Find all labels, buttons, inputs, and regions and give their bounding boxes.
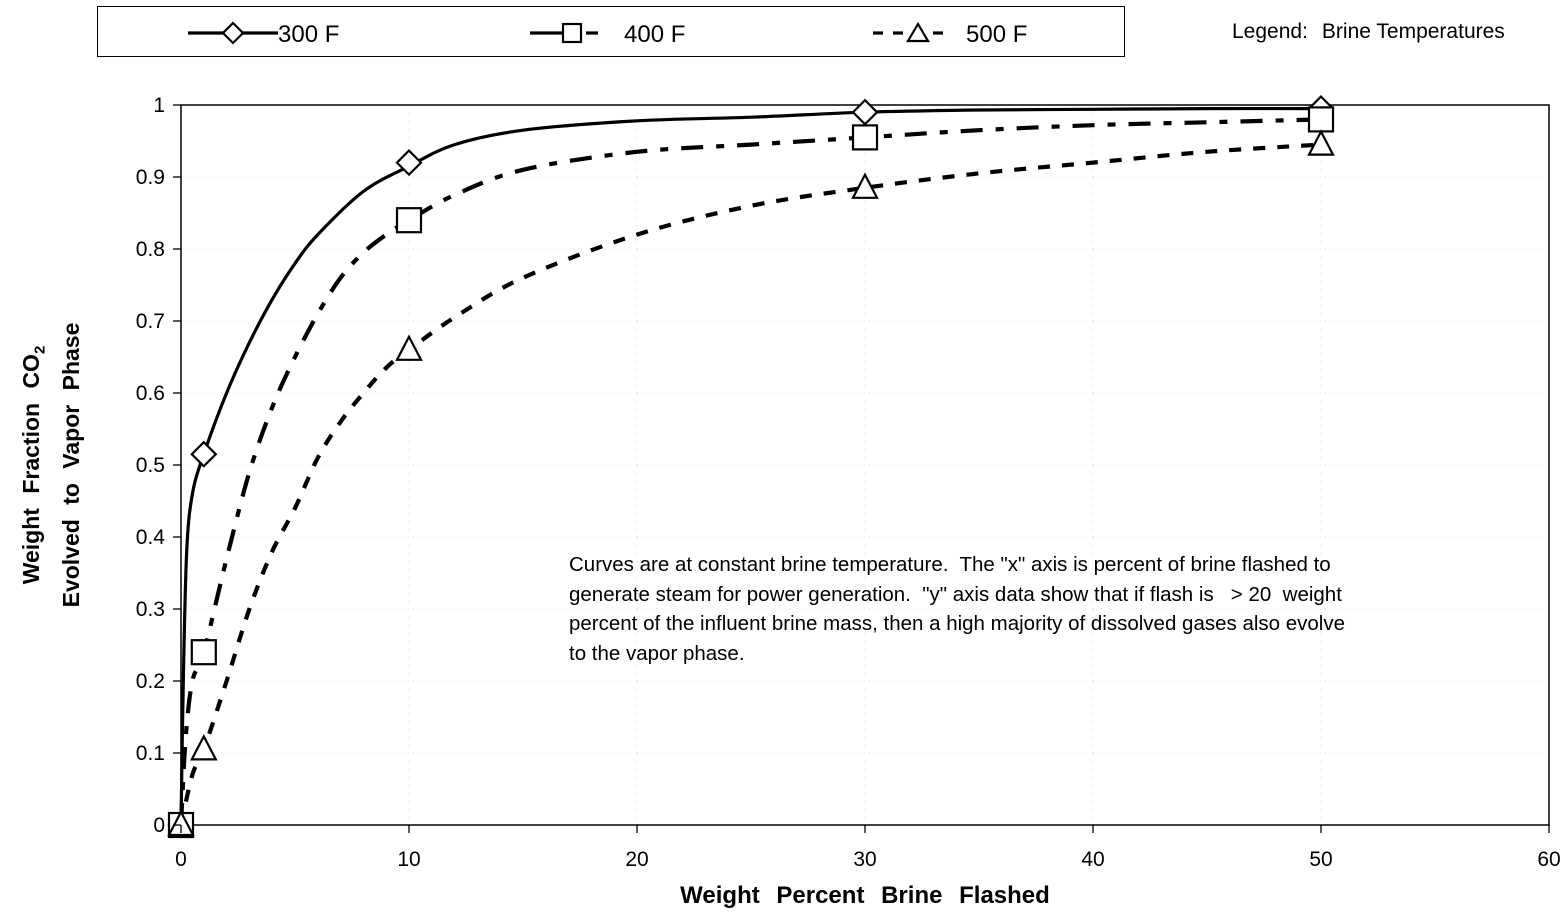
diamond-marker-icon — [221, 21, 245, 45]
legend-title-text: Brine Temperatures — [1321, 20, 1505, 43]
x-tick-label: 60 — [1537, 848, 1560, 871]
y-tick-label: 0.4 — [136, 526, 166, 549]
legend-swatch-500f — [873, 21, 943, 43]
y-tick-label: 0.1 — [136, 742, 165, 765]
x-tick-label: 0 — [175, 848, 187, 871]
y-tick-label: 0.8 — [136, 238, 165, 261]
y-tick-label: 0.3 — [136, 598, 165, 621]
y-tick-label: 0.7 — [136, 310, 165, 333]
x-tick-label: 10 — [397, 848, 420, 871]
y-tick-label: 0.9 — [136, 166, 165, 189]
legend-title-prefix: Legend: — [1232, 20, 1308, 43]
data-point-500f — [189, 734, 218, 761]
data-point-300f — [190, 440, 218, 468]
legend-swatch-300f — [188, 21, 278, 45]
legend-entry-500f: 500 F — [873, 19, 1053, 48]
data-point-500f — [167, 809, 195, 837]
legend-entry-300f: 300 F — [188, 19, 358, 48]
legend: 300 F 400 F 500 F — [97, 6, 1125, 57]
series-curves — [178, 106, 1322, 826]
y-axis-label-line-1: Weight Fraction CO2 — [16, 235, 56, 695]
x-axis-ticks: 0 10 20 30 40 50 60 — [175, 825, 1561, 871]
legend-swatch-400f — [530, 22, 598, 44]
data-point-500f — [1307, 129, 1335, 156]
y-axis-label-prefix: Weight Fraction CO — [18, 354, 44, 585]
legend-title: Legend: Brine Temperatures — [1232, 20, 1519, 44]
y-tick-label: 0.5 — [136, 454, 165, 477]
series-line-500f — [178, 142, 1322, 826]
legend-entry-400f: 400 F — [530, 19, 710, 48]
data-point-400f — [190, 639, 217, 666]
series-line-400f — [178, 117, 1322, 826]
data-point-300f — [395, 149, 423, 177]
y-axis-ticks: 0 0.1 0.2 0.3 0.4 0.5 0.6 0.7 0.8 0.9 1 — [136, 94, 181, 837]
series-line-300f — [179, 106, 1322, 826]
y-tick-label: 0.6 — [136, 382, 165, 405]
triangle-marker-icon — [906, 21, 930, 43]
x-tick-label: 40 — [1081, 848, 1104, 871]
x-tick-label: 20 — [625, 848, 648, 871]
x-tick-label: 50 — [1309, 848, 1332, 871]
series-markers — [167, 95, 1335, 839]
legend-label-400f: 400 F — [624, 21, 686, 48]
legend-label-500f: 500 F — [966, 21, 1028, 48]
grid-layer — [181, 105, 1549, 825]
square-marker-icon — [561, 22, 583, 44]
x-axis-label: Weight Percent Brine Flashed — [680, 882, 1050, 909]
y-axis-label-subscript: 2 — [31, 345, 49, 355]
x-tick-label: 30 — [853, 848, 876, 871]
y-axis-label-line-2: Evolved to Vapor Phase — [57, 322, 84, 608]
data-point-500f — [395, 334, 423, 361]
data-point-400f — [395, 207, 423, 234]
data-point-500f — [851, 172, 879, 199]
data-point-300f — [851, 98, 879, 126]
legend-label-300f: 300 F — [278, 21, 340, 48]
data-point-400f — [1307, 106, 1335, 133]
y-tick-label: 0.2 — [136, 670, 165, 693]
chart-annotation: Curves are at constant brine temperature… — [569, 553, 1346, 665]
data-point-400f — [851, 124, 879, 151]
y-tick-label: 1 — [153, 94, 165, 117]
y-axis-label: Weight Fraction CO2 Evolved to Vapor Pha… — [16, 235, 84, 695]
y-tick-label: 0 — [153, 814, 165, 837]
